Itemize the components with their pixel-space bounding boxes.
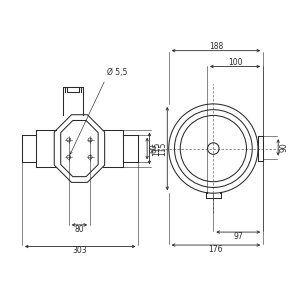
Text: 115: 115 — [152, 141, 161, 156]
Text: Ø 5,5: Ø 5,5 — [107, 68, 127, 76]
Text: 188: 188 — [209, 42, 223, 51]
Text: 80: 80 — [75, 225, 84, 234]
Text: 97: 97 — [233, 232, 243, 241]
Text: 90: 90 — [279, 142, 288, 152]
Text: 115: 115 — [158, 141, 167, 156]
Text: 176: 176 — [209, 245, 223, 254]
Text: 303: 303 — [73, 246, 88, 255]
Text: 60: 60 — [150, 144, 159, 153]
Text: 100: 100 — [228, 58, 242, 67]
